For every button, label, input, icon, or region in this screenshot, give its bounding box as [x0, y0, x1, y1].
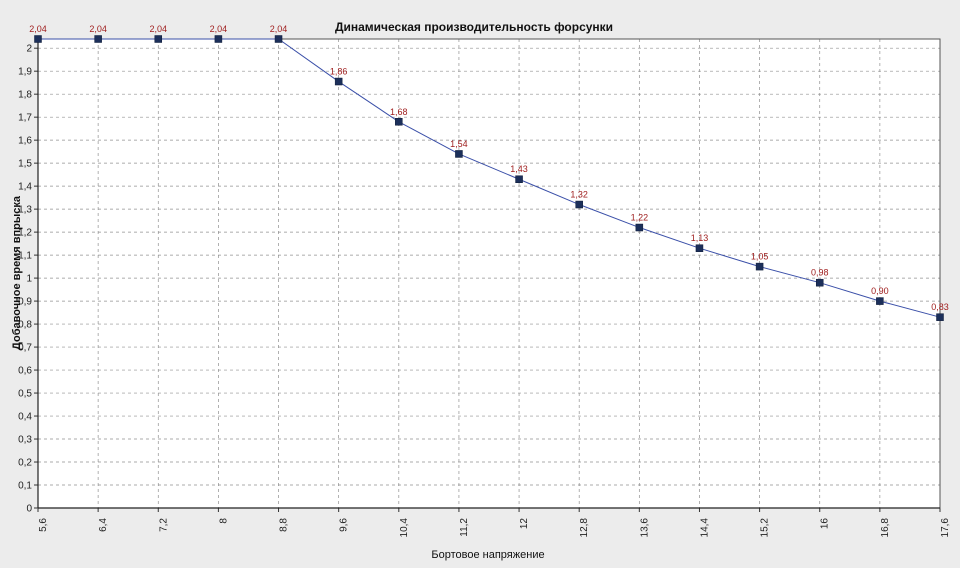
y-tick-label: 0,8 — [18, 320, 32, 331]
data-label: 2,04 — [150, 24, 168, 34]
data-label: 1,22 — [631, 213, 649, 223]
data-label: 1,32 — [570, 190, 588, 200]
y-tick-label: 1,5 — [18, 159, 32, 170]
y-tick-label: 1,9 — [18, 67, 32, 78]
x-tick-label: 16,8 — [880, 518, 891, 538]
data-label: 2,04 — [270, 24, 288, 34]
y-tick-label: 0,9 — [18, 297, 32, 308]
data-point-marker — [154, 35, 163, 43]
plot-area — [38, 39, 940, 508]
data-point-marker — [635, 223, 644, 232]
x-tick-label: 17,6 — [940, 518, 951, 538]
data-label: 2,04 — [89, 24, 107, 34]
chart-title: Динамическая производительность форсунки — [335, 20, 613, 34]
y-tick-label: 1,2 — [18, 228, 32, 239]
y-axis-label: Добавочное время впрыска — [11, 195, 23, 350]
data-point-marker — [214, 35, 223, 43]
y-tick-label: 1,4 — [18, 182, 32, 193]
y-tick-label: 1,7 — [18, 113, 32, 124]
y-tick-label: 1,8 — [18, 90, 32, 101]
data-label: 2,04 — [210, 24, 228, 34]
data-point-marker — [755, 262, 764, 271]
y-tick-label: 0,6 — [18, 366, 32, 377]
x-tick-label: 10,4 — [399, 518, 410, 538]
x-tick-label: 14,4 — [699, 518, 710, 538]
x-tick-label: 11,2 — [459, 518, 470, 537]
data-point-marker — [455, 150, 463, 158]
axes — [34, 38, 941, 512]
y-tick-label: 1 — [26, 274, 32, 285]
x-tick-label: 16 — [820, 518, 831, 530]
x-tick-label: 9,6 — [339, 518, 350, 532]
y-tick-label: 0,4 — [18, 412, 32, 423]
y-tick-label: 0,2 — [18, 458, 32, 469]
data-point-marker — [575, 200, 583, 209]
data-label: 2,04 — [29, 24, 47, 34]
x-tick-label: 8,8 — [279, 518, 290, 532]
data-label: 1,54 — [450, 139, 468, 149]
tick-labels: 0 0,1 0,2 0,3 0,4 0,5 0,6 0,7 0,8 0,9 1 1,1 1,2 1,3 1,… — [18, 44, 951, 538]
data-point-marker — [695, 244, 704, 252]
data-label: 1,86 — [330, 67, 348, 77]
data-label: 1,05 — [751, 252, 769, 262]
data-point-marker — [34, 35, 42, 43]
y-tick-label: 0,7 — [18, 343, 32, 354]
data-point-marker — [334, 77, 343, 86]
x-tick-label: 5,6 — [38, 518, 49, 532]
data-label: 0,90 — [871, 286, 889, 296]
data-point-marker — [515, 175, 523, 183]
data-point-marker — [936, 313, 944, 321]
data-label: 0,83 — [931, 302, 949, 312]
y-tick-label: 1,1 — [18, 251, 32, 262]
data-point-marker — [94, 35, 102, 43]
x-tick-label: 12 — [519, 518, 530, 530]
y-tick-label: 0,5 — [18, 389, 32, 400]
x-tick-label: 12,8 — [579, 518, 590, 538]
data-labels: 2,04 2,04 2,04 2,04 2,04 1,86 1,68 1,54 1,43 1,32… — [29, 24, 949, 312]
y-tick-label: 1,3 — [18, 205, 32, 216]
x-tick-label: 15,2 — [760, 518, 771, 538]
y-tick-label: 0,1 — [18, 481, 32, 492]
data-point-marker — [815, 278, 824, 287]
data-label: 0,98 — [811, 268, 829, 278]
x-tick-label: 6,4 — [98, 518, 109, 532]
markers — [34, 35, 944, 321]
y-tick-label: 0,3 — [18, 435, 32, 446]
data-point-marker — [395, 118, 403, 126]
grid-lines — [38, 39, 940, 508]
data-label: 1,13 — [691, 233, 709, 243]
data-label: 1,43 — [510, 164, 528, 174]
data-point-marker — [876, 297, 884, 305]
series-line — [38, 38, 941, 318]
series-line-layer — [38, 38, 941, 318]
x-tick-label: 7,2 — [158, 518, 169, 532]
x-tick-label: 8 — [218, 518, 229, 524]
y-tick-label: 0 — [26, 504, 32, 515]
x-axis-label: Бортовое напряжение — [431, 549, 544, 561]
y-tick-label: 2 — [26, 44, 32, 55]
x-tick-label: 13,6 — [639, 518, 650, 538]
data-point-marker — [274, 35, 283, 43]
y-tick-label: 1,6 — [18, 136, 32, 147]
data-label: 1,68 — [390, 107, 408, 117]
